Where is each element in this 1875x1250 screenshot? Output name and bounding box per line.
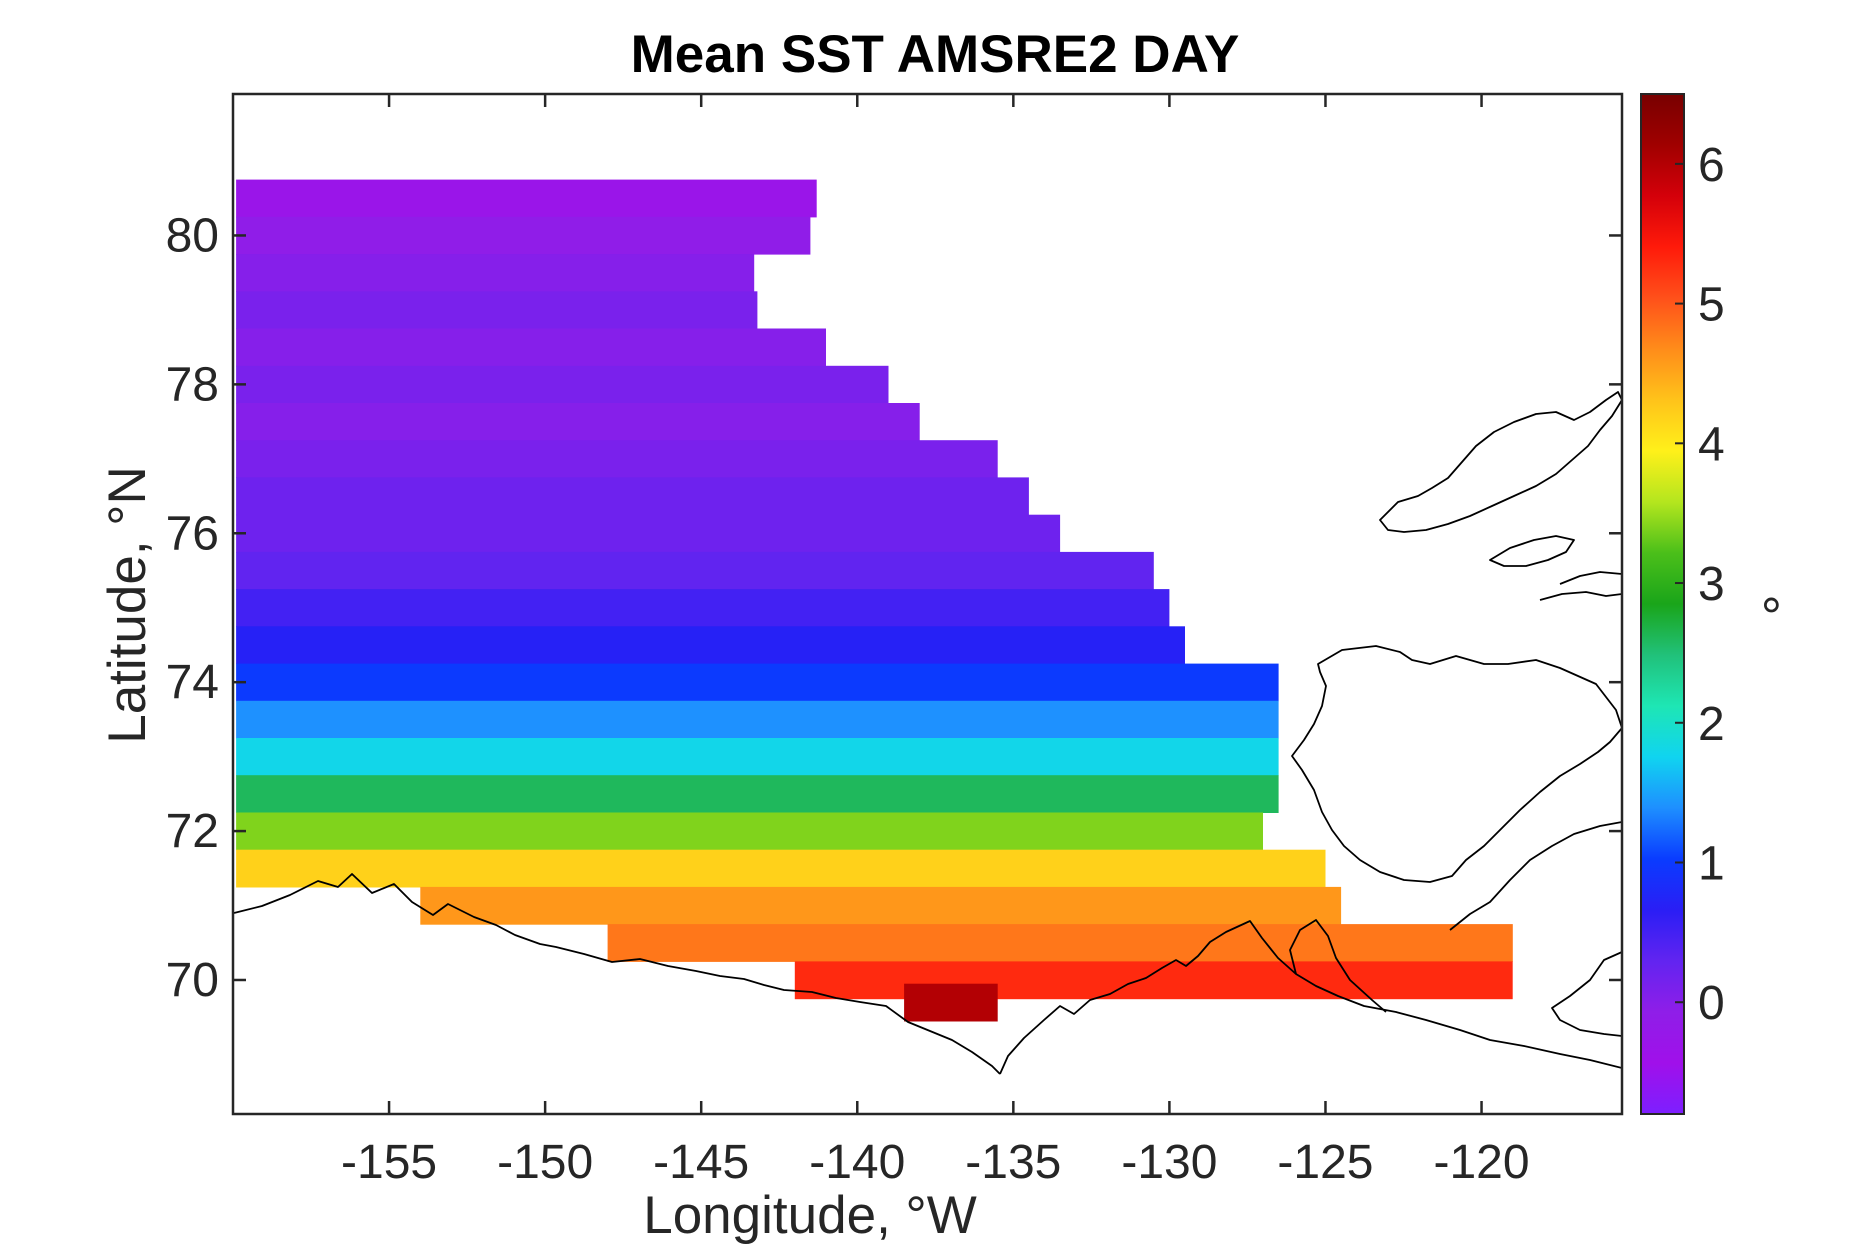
colorbar-label: °: [1730, 594, 1789, 615]
colorbar: [1640, 93, 1685, 1115]
sst-cell: [236, 700, 1279, 739]
x-tick-label: -120: [1434, 1136, 1530, 1189]
sst-cell: [236, 626, 1186, 665]
sst-cell: [236, 440, 998, 478]
sst-cell: [236, 477, 1029, 516]
sst-cell: [236, 216, 811, 255]
sst-cell: [794, 961, 1513, 1000]
x-tick-label: -125: [1277, 1136, 1373, 1189]
alaska-coastline: [233, 873, 1001, 1075]
sst-cells: [236, 179, 1513, 1022]
x-tick-label: -140: [809, 1136, 905, 1189]
colorbar-tick-label: 1: [1698, 837, 1725, 890]
x-tick-label: -145: [653, 1136, 749, 1189]
sst-cell: [236, 663, 1279, 702]
sst-cell: [236, 551, 1154, 590]
y-tick-label: 72: [166, 805, 219, 858]
sst-cell: [236, 812, 1264, 851]
sst-cell: [236, 403, 920, 441]
chart-title: Mean SST AMSRE2 DAY: [631, 25, 1240, 84]
x-axis: -155 -150 -145 -140 -135 -130 -125 -120: [341, 94, 1530, 1189]
tuktoyaktuk-coastline: [1289, 919, 1387, 1013]
colorbar-tick-label: 4: [1698, 418, 1725, 471]
sst-cell: [236, 328, 827, 367]
y-tick-label: 80: [166, 209, 219, 262]
sst-cell: [236, 775, 1279, 813]
amundsen-gulf-coastline: [1449, 821, 1622, 931]
m-clure-strait-coastline: [1539, 591, 1622, 601]
sst-cell: [236, 365, 889, 404]
colorbar-ticks: 0 1 2 3 4 5 6: [1675, 139, 1725, 1030]
x-tick-label: -155: [341, 1136, 437, 1189]
sst-cell: [420, 886, 1342, 925]
melville-island-inlet: [1489, 535, 1575, 567]
coastline: [233, 391, 1622, 1075]
colorbar-tick-label: 2: [1698, 698, 1725, 751]
sst-cell: [904, 983, 998, 1022]
y-tick-label: 78: [166, 358, 219, 411]
colorbar-tick-label: 5: [1698, 279, 1725, 332]
y-axis: 70 72 74 76 78 80: [166, 209, 1622, 1007]
victoria-island-coastline: [1551, 951, 1622, 1037]
banks-island-coastline: [1291, 645, 1622, 883]
x-tick-label: -130: [1121, 1136, 1217, 1189]
plot-frame: [231, 92, 1624, 1116]
x-tick-label: -135: [965, 1136, 1061, 1189]
y-axis-label: Latitude, °N: [98, 466, 157, 744]
melville-island-coastline: [1379, 391, 1622, 533]
sst-cell: [236, 738, 1279, 776]
sst-cell: [236, 514, 1061, 553]
sst-cell: [236, 179, 817, 218]
x-axis-label: Longitude, °W: [643, 1186, 977, 1245]
colorbar-tick-label: 6: [1698, 139, 1725, 192]
sst-cell: [236, 254, 755, 292]
y-tick-label: 74: [166, 656, 219, 709]
y-tick-label: 70: [166, 954, 219, 1007]
sst-cell: [236, 291, 758, 330]
prince-patrick-channel: [1559, 571, 1622, 585]
sst-cell: [236, 849, 1326, 888]
x-tick-label: -150: [497, 1136, 593, 1189]
sst-cell: [607, 924, 1513, 962]
sst-cell: [236, 589, 1170, 627]
colorbar-tick-label: 3: [1698, 558, 1725, 611]
y-tick-label: 76: [166, 507, 219, 560]
colorbar-tick-label: 0: [1698, 977, 1725, 1030]
mackenzie-delta-coastline: [999, 920, 1622, 1075]
